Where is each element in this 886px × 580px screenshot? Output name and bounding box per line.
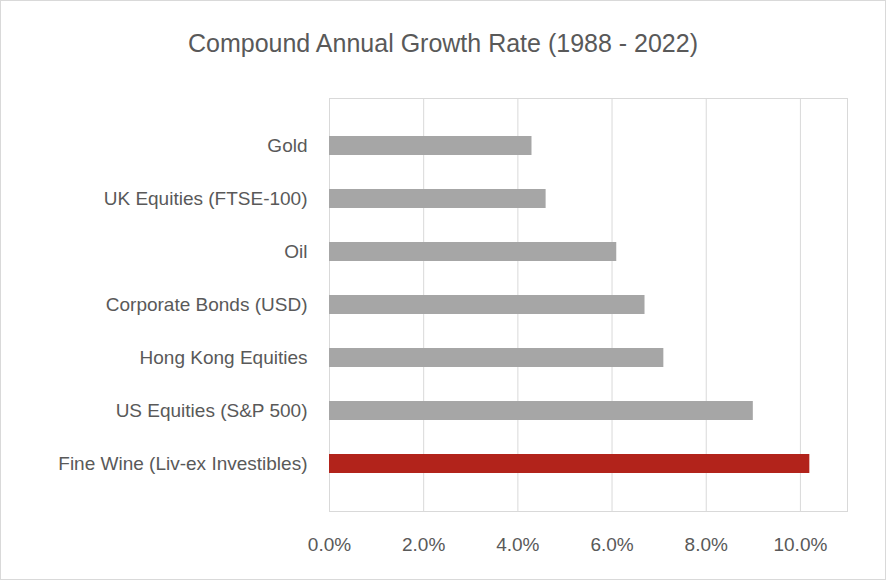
svg-text:US Equities (S&P 500): US Equities (S&P 500) <box>116 400 308 421</box>
svg-text:Hong Kong Equities: Hong Kong Equities <box>140 347 308 368</box>
svg-text:UK Equities (FTSE-100): UK Equities (FTSE-100) <box>104 188 308 209</box>
svg-text:4.0%: 4.0% <box>496 534 539 555</box>
svg-text:Gold: Gold <box>267 135 307 156</box>
svg-text:2.0%: 2.0% <box>402 534 445 555</box>
svg-text:Oil: Oil <box>284 241 307 262</box>
svg-text:Fine Wine (Liv-ex Investibles): Fine Wine (Liv-ex Investibles) <box>58 453 307 474</box>
svg-text:10.0%: 10.0% <box>773 534 827 555</box>
svg-text:8.0%: 8.0% <box>685 534 728 555</box>
svg-text:6.0%: 6.0% <box>590 534 633 555</box>
html-text:Compound Annual Growth Rate (1: Compound Annual Growth Rate (1988 - 2022… <box>188 29 698 57</box>
svg-text:0.0%: 0.0% <box>308 534 351 555</box>
svg-text:Corporate Bonds (USD): Corporate Bonds (USD) <box>106 294 308 315</box>
